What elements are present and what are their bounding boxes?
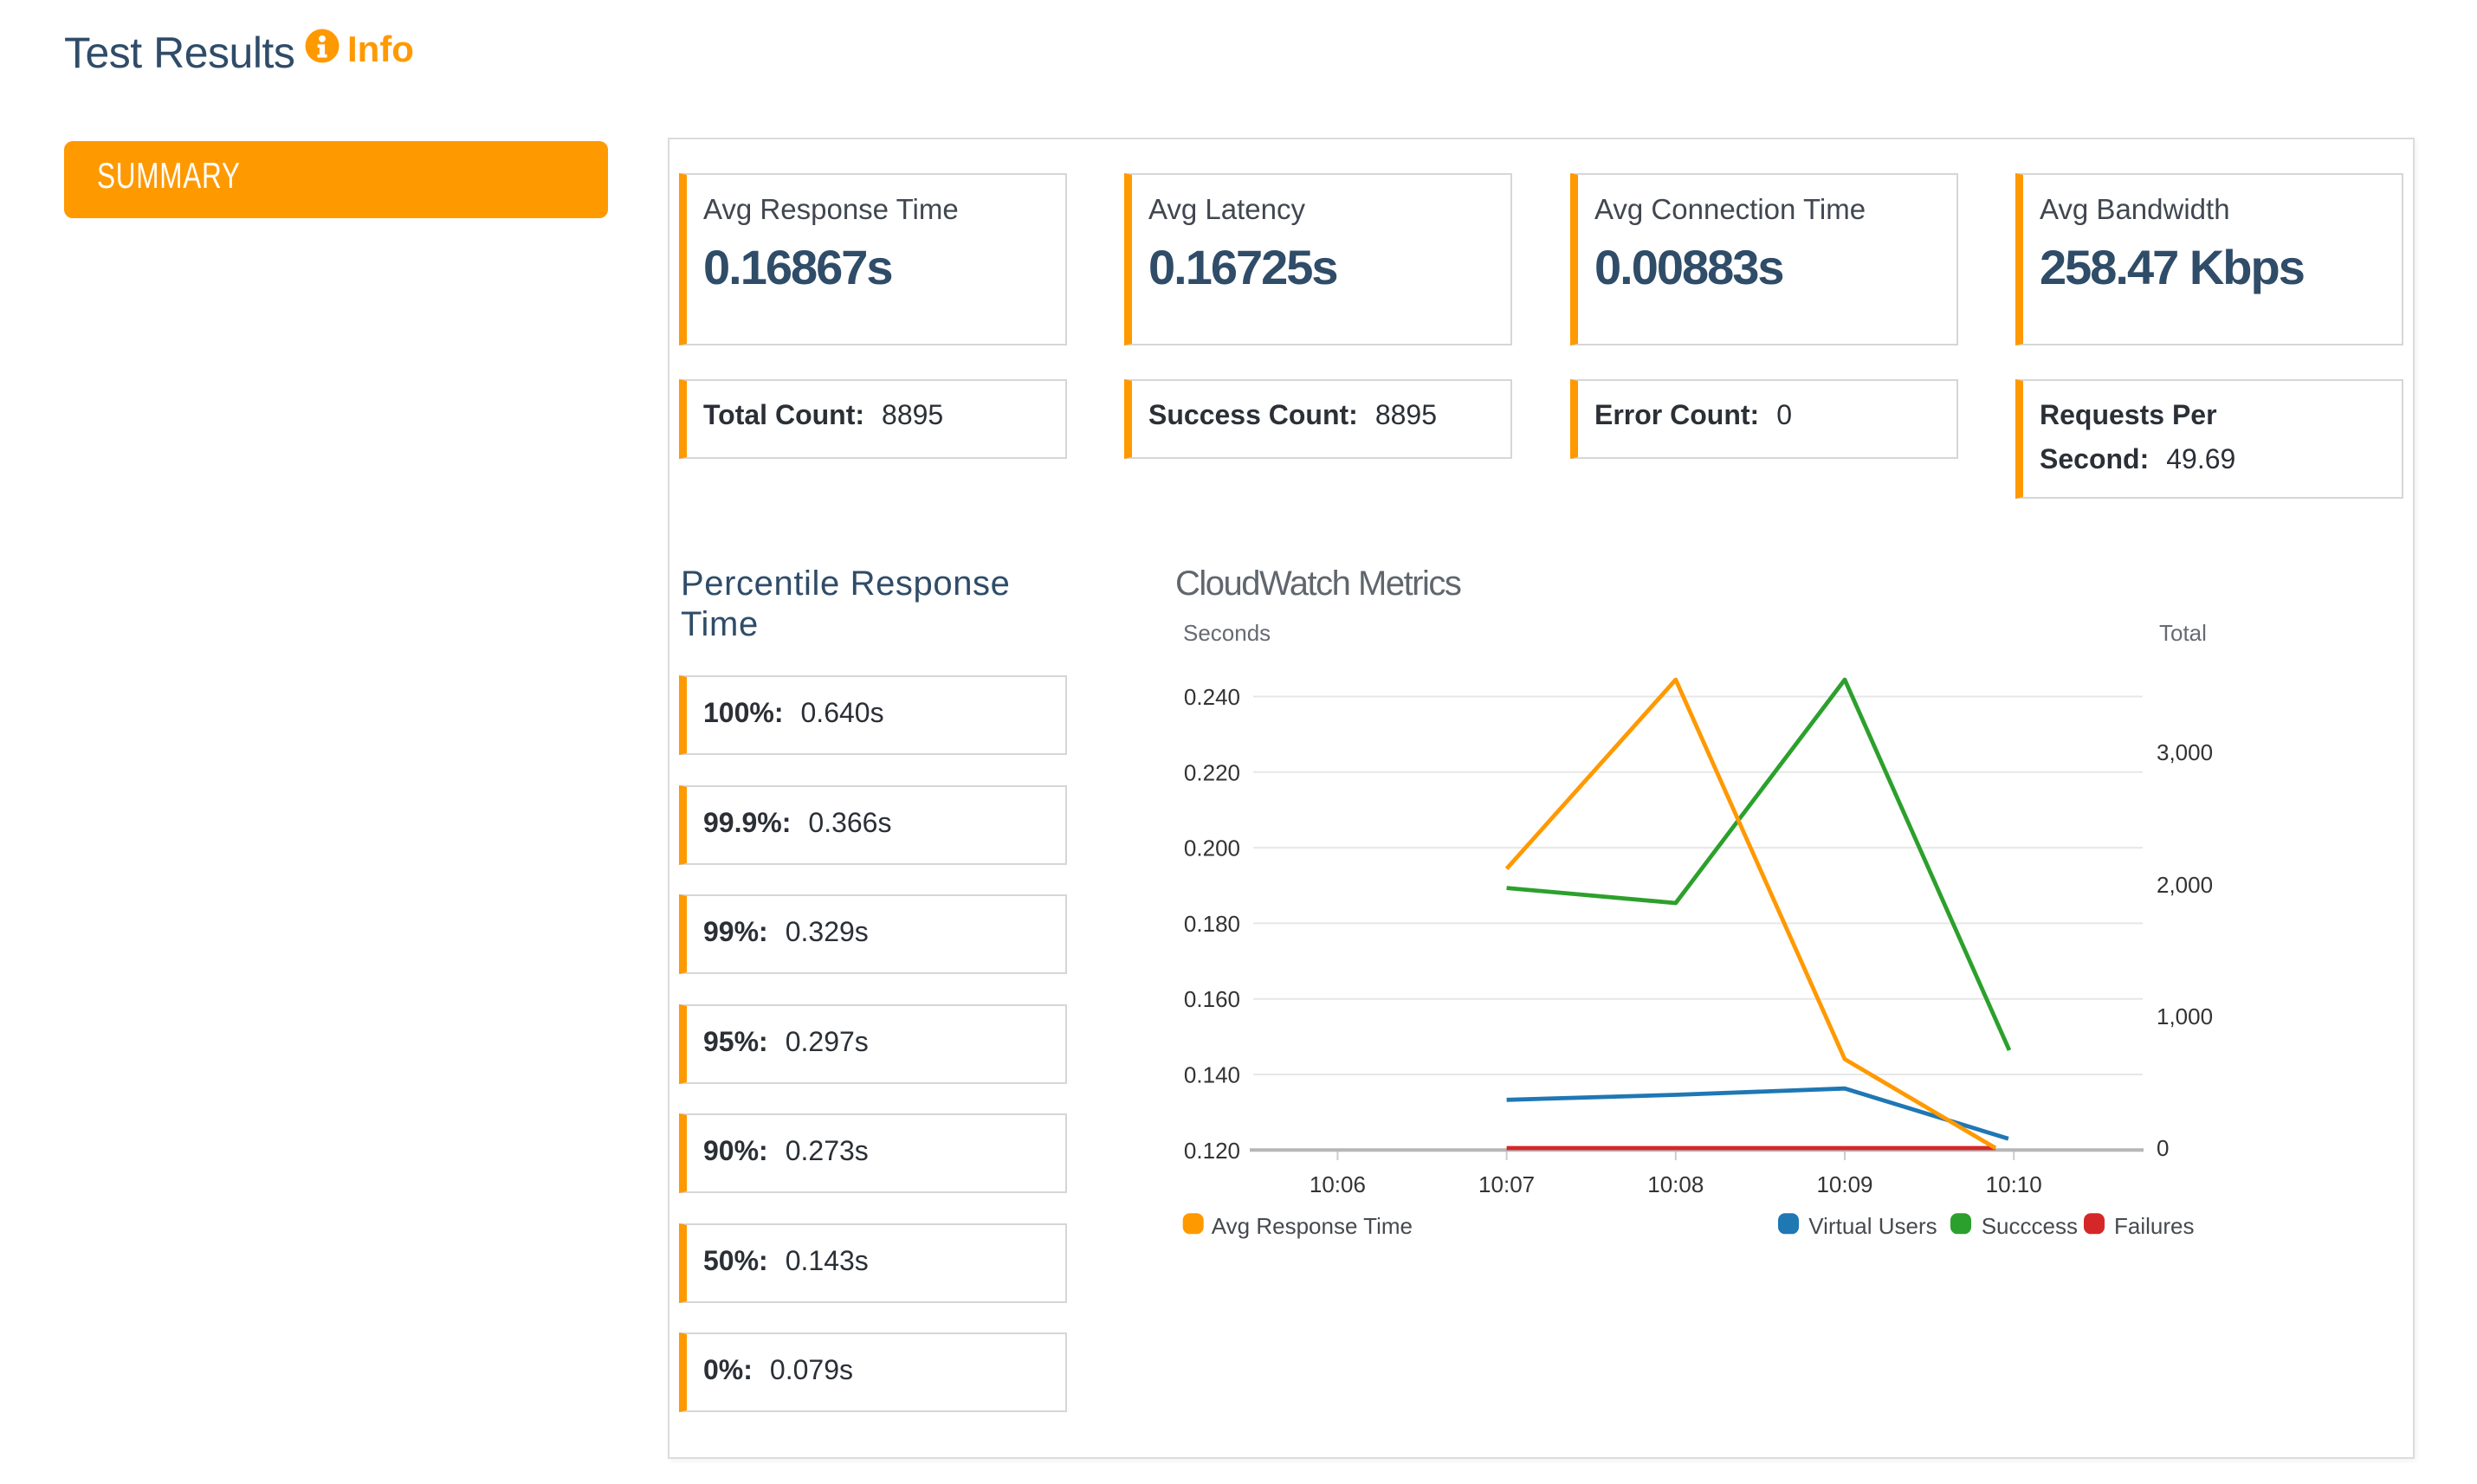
svg-text:10:08: 10:08 — [1647, 1171, 1704, 1197]
svg-text:0.200: 0.200 — [1184, 836, 1240, 861]
svg-text:0.180: 0.180 — [1184, 911, 1240, 937]
svg-text:Avg Response Time: Avg Response Time — [1212, 1213, 1413, 1239]
svg-text:0.140: 0.140 — [1184, 1062, 1240, 1088]
svg-text:0.120: 0.120 — [1184, 1138, 1240, 1164]
svg-text:0.240: 0.240 — [1184, 684, 1240, 710]
svg-text:Total: Total — [2159, 620, 2207, 646]
svg-text:Virtual Users: Virtual Users — [1808, 1213, 1937, 1239]
svg-text:Succcess: Succcess — [1982, 1213, 2078, 1239]
svg-text:10:10: 10:10 — [1986, 1171, 2042, 1197]
svg-text:10:06: 10:06 — [1310, 1171, 1366, 1197]
svg-text:Failures: Failures — [2114, 1213, 2194, 1239]
svg-text:10:09: 10:09 — [1816, 1171, 1872, 1197]
svg-text:1,000: 1,000 — [2157, 1003, 2213, 1029]
svg-text:0: 0 — [2157, 1135, 2169, 1161]
svg-text:3,000: 3,000 — [2157, 739, 2213, 765]
svg-text:Seconds: Seconds — [1183, 620, 1271, 646]
svg-text:0.160: 0.160 — [1184, 986, 1240, 1012]
svg-text:2,000: 2,000 — [2157, 872, 2213, 898]
svg-text:10:07: 10:07 — [1478, 1171, 1535, 1197]
svg-text:0.220: 0.220 — [1184, 759, 1240, 785]
